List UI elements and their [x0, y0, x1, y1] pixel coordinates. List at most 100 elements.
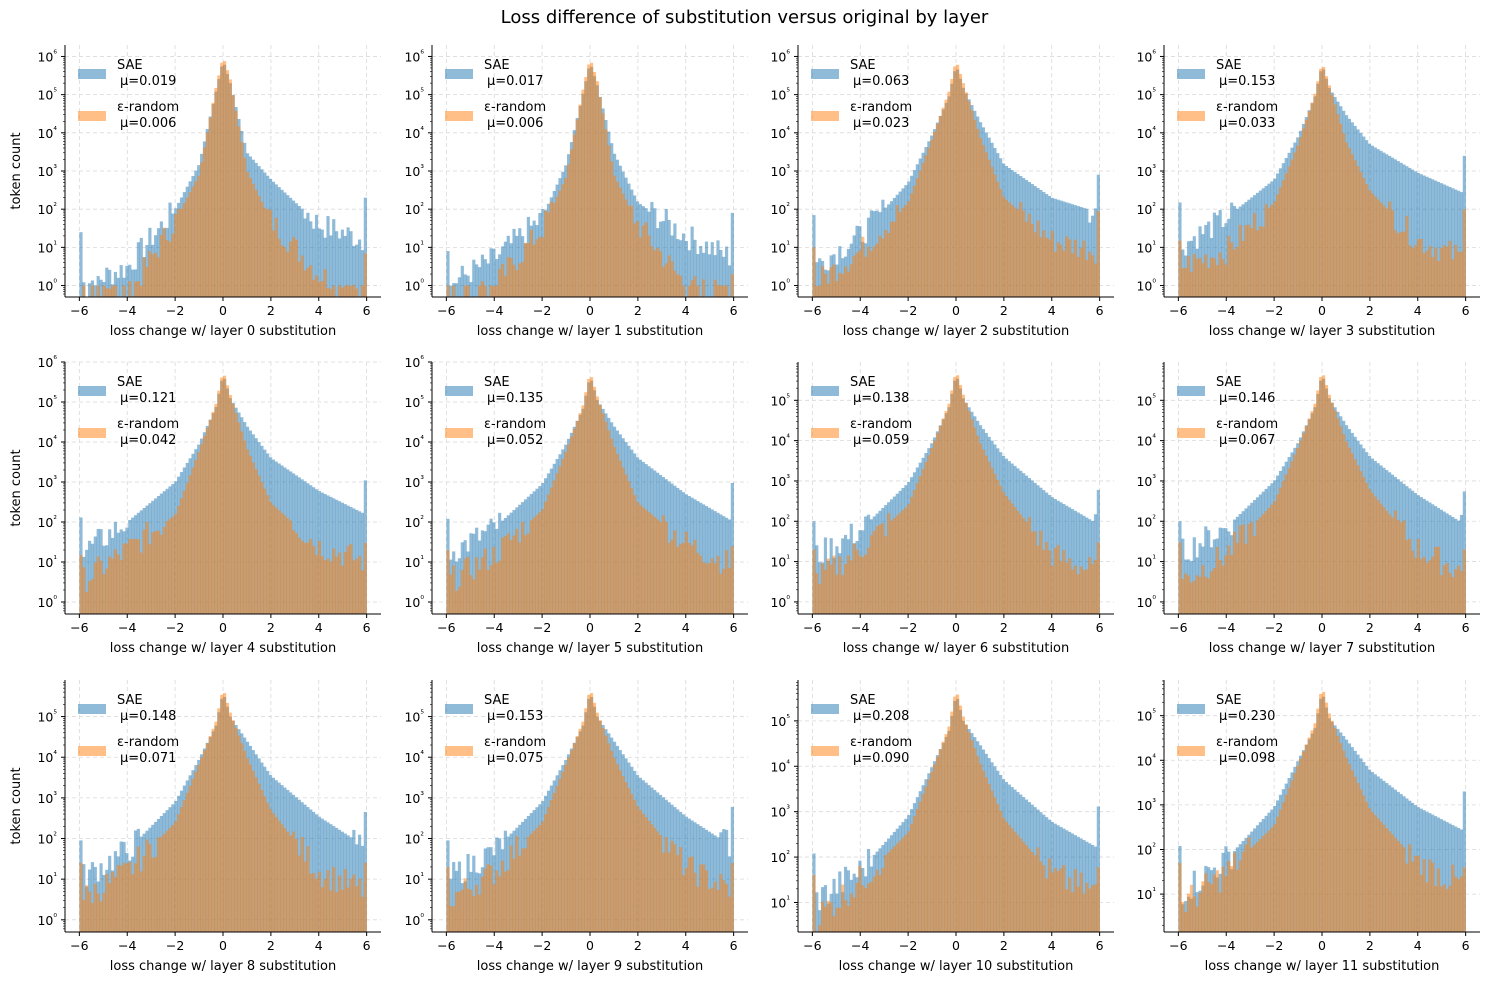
histogram-bar: [489, 865, 493, 932]
histogram-bar: [133, 538, 138, 614]
histogram-bar: [1027, 848, 1031, 932]
histogram-bar: [217, 390, 221, 614]
histogram-bar: [472, 533, 476, 614]
histogram-bar: [1042, 865, 1046, 932]
histogram-bar: [1448, 240, 1452, 297]
histogram-bar: [841, 884, 845, 932]
legend-swatch-sae: [811, 386, 839, 396]
histogram-bar: [1013, 507, 1017, 614]
histogram-bar: [174, 214, 178, 297]
histogram-bar: [326, 495, 330, 614]
histogram-bar: [1207, 530, 1211, 614]
histogram-bar: [154, 252, 158, 297]
histogram-bar: [454, 590, 459, 614]
x-tick-label: 6: [1096, 620, 1104, 635]
histogram-bar: [673, 844, 677, 932]
histogram-bar: [90, 285, 95, 297]
x-tick-label: 6: [1096, 938, 1104, 953]
histogram-bar: [1001, 817, 1006, 932]
histogram-bar: [572, 743, 576, 932]
histogram-bar: [667, 852, 671, 932]
histogram-bar: [1393, 230, 1397, 297]
histogram-bar: [1096, 542, 1100, 614]
histogram-bar: [884, 536, 888, 614]
histogram-bar: [110, 871, 115, 932]
histogram-bar: [1004, 821, 1009, 932]
x-tick-label: 0: [952, 620, 960, 635]
histogram-bar: [1201, 881, 1205, 932]
histogram-bar: [973, 427, 977, 614]
histogram-bar: [621, 193, 625, 297]
histogram-bar: [352, 285, 356, 297]
histogram-bar: [604, 129, 608, 297]
histogram-bar: [162, 833, 166, 932]
histogram-bar: [710, 558, 714, 614]
histogram-bar: [108, 288, 112, 297]
histogram-bar: [950, 79, 954, 297]
y-tick-label: 10⁶: [1136, 49, 1156, 64]
histogram-bar: [1350, 453, 1354, 614]
histogram-bar: [1356, 465, 1360, 614]
histogram-bar: [1030, 852, 1034, 932]
histogram-bar: [713, 881, 717, 932]
histogram-bar: [1330, 402, 1334, 614]
histogram-bar: [707, 254, 711, 297]
histogram-bar: [174, 513, 178, 614]
histogram-bar: [690, 545, 694, 614]
y-tick-label: 10¹: [37, 555, 57, 570]
histogram-bar: [1339, 123, 1343, 297]
y-tick-label: 10³: [770, 474, 790, 489]
histogram-bar: [498, 876, 502, 932]
histogram-bar: [1039, 237, 1043, 297]
histogram-bar: [1062, 250, 1066, 297]
histogram-bar: [1428, 178, 1432, 297]
histogram-bar: [549, 487, 553, 614]
histogram-bar: [615, 453, 620, 614]
histogram-bar: [841, 575, 845, 614]
x-tick-label: −6: [437, 620, 455, 635]
histogram-bar: [1007, 499, 1011, 614]
histogram-bar: [214, 721, 218, 932]
histogram-bar: [710, 833, 714, 932]
histogram-bar: [1050, 872, 1054, 932]
histogram-bar: [312, 545, 316, 614]
histogram-bar: [869, 535, 873, 614]
histogram-bar: [1085, 517, 1089, 614]
histogram-bar: [693, 276, 697, 297]
histogram-bar: [1382, 507, 1386, 614]
histogram-bar: [500, 860, 505, 932]
histogram-bar: [483, 259, 487, 297]
histogram-bar: [1327, 85, 1331, 298]
histogram-bar: [1189, 582, 1194, 614]
histogram-bar: [1408, 245, 1412, 297]
histogram-bar: [515, 528, 519, 614]
histogram-bar: [1296, 765, 1300, 932]
histogram-bar: [82, 899, 86, 932]
y-tick-label: 10⁵: [1136, 709, 1156, 724]
legend-label: SAE: [117, 375, 143, 390]
histogram-bar: [1299, 137, 1303, 297]
histogram-bar: [1339, 426, 1343, 614]
histogram-bar: [460, 265, 464, 297]
legend-label: ε-random: [117, 417, 179, 432]
histogram-bar: [1462, 209, 1466, 297]
histogram-bar: [1068, 558, 1072, 614]
histogram-bar: [312, 873, 316, 932]
x-tick-label: 6: [730, 303, 738, 318]
histogram-bar: [151, 857, 155, 932]
histogram-bar: [1390, 210, 1395, 297]
histogram-bar: [518, 542, 522, 614]
histogram-bar: [633, 799, 637, 932]
histogram-bar: [970, 740, 974, 932]
histogram-bar: [1316, 81, 1320, 297]
histogram-bar: [1324, 76, 1329, 298]
histogram-bar: [904, 834, 908, 932]
histogram-bar: [90, 862, 95, 932]
histogram-bar: [1462, 867, 1466, 932]
histogram-bar: [829, 564, 833, 614]
histogram-bar: [835, 574, 839, 614]
histogram-bar: [472, 855, 476, 932]
histogram-bar: [454, 561, 459, 614]
histogram-bar: [935, 433, 940, 614]
